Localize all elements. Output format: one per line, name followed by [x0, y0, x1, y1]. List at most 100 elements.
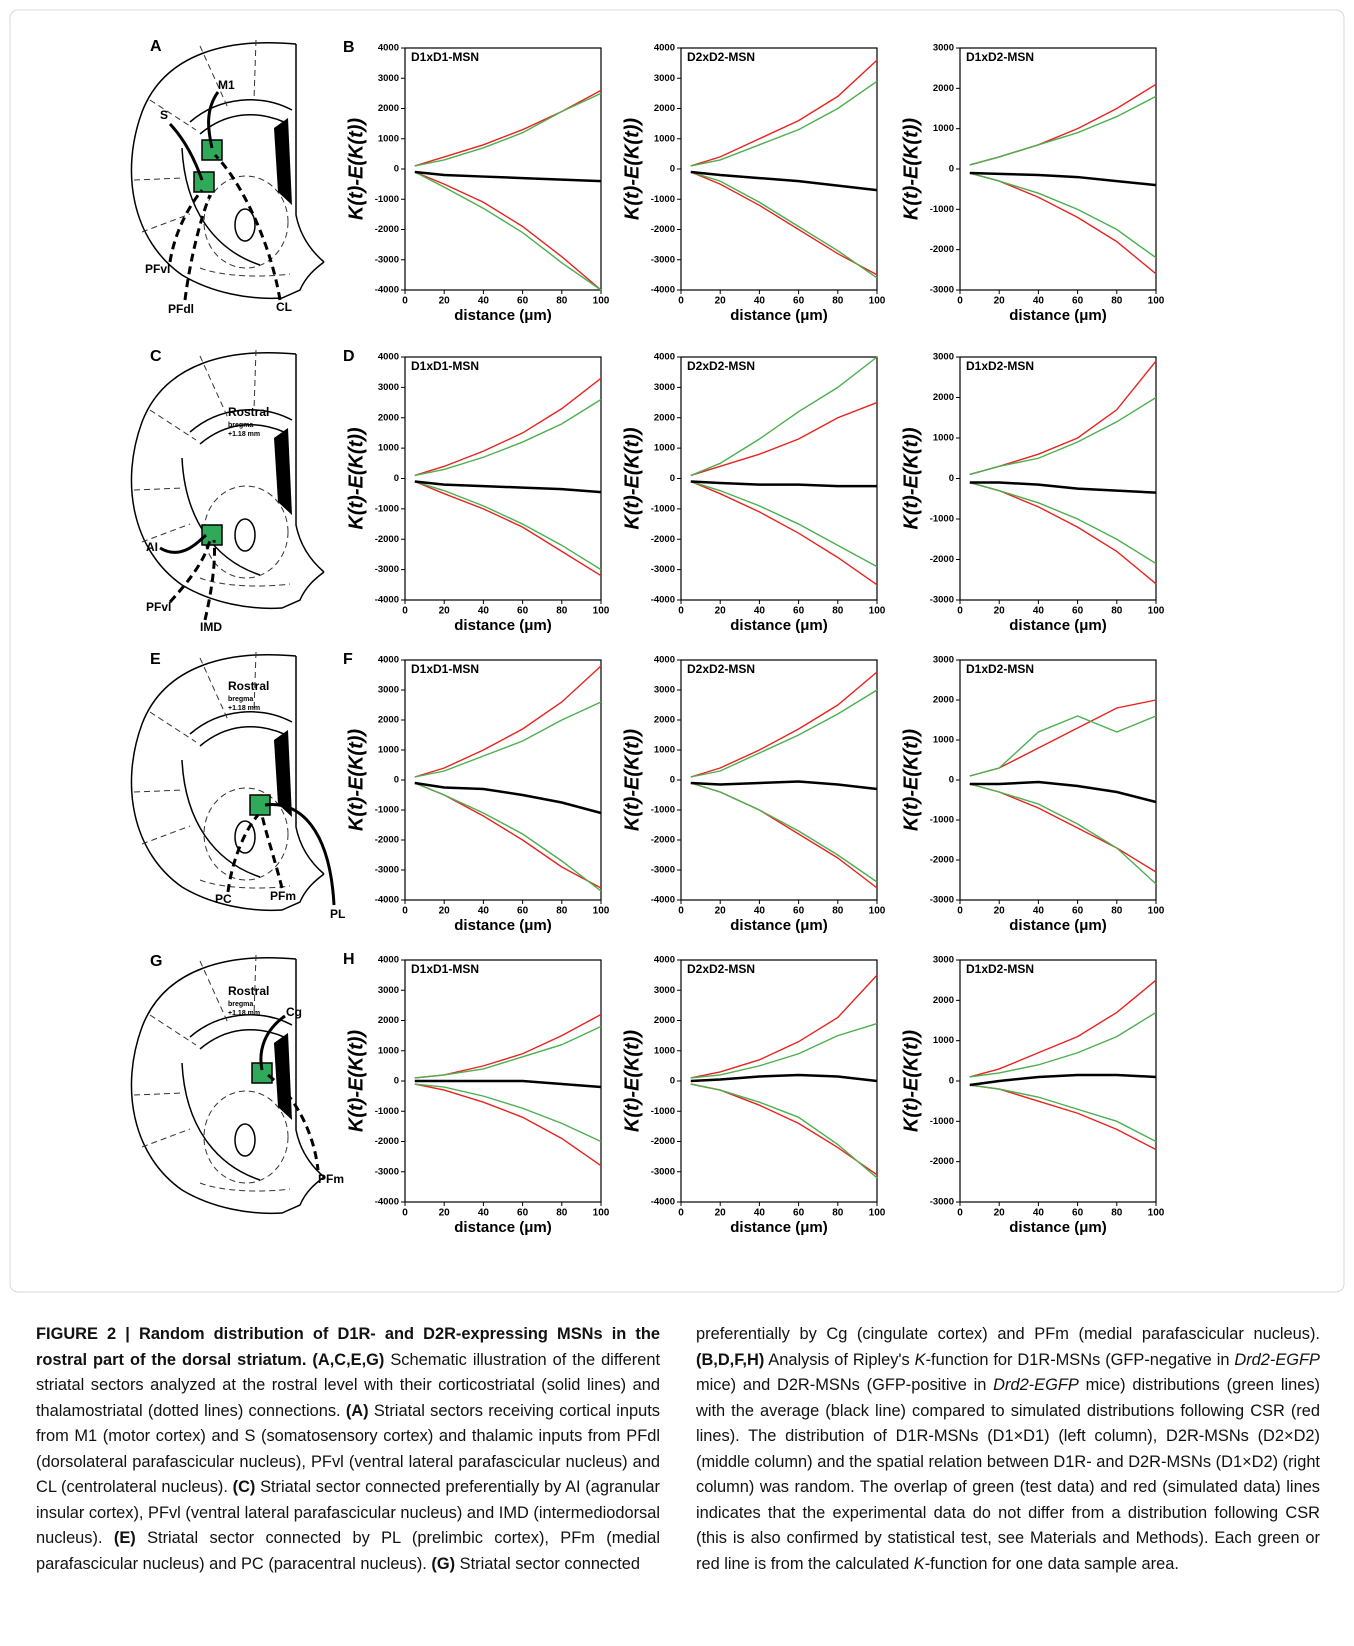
x-tick-label: 40: [754, 906, 766, 917]
x-axis-label: distance (μm): [454, 307, 552, 324]
caption-text: Striatal sector connected: [455, 1554, 641, 1573]
y-tick-label: -1000: [651, 194, 675, 205]
chart-title: D1xD1-MSN: [411, 359, 479, 373]
chart-title: D1xD1-MSN: [411, 662, 479, 676]
series-line: [414, 92, 602, 167]
y-tick-label: -1000: [375, 1106, 399, 1117]
series-line: [690, 480, 877, 488]
x-tick-label: 80: [556, 296, 568, 307]
y-tick-label: -1000: [375, 503, 399, 514]
y-tick-label: -4000: [375, 895, 399, 906]
x-tick-label: 20: [715, 296, 727, 307]
panel-label: E: [150, 651, 161, 668]
series-line: [414, 480, 602, 571]
series-line: [414, 665, 602, 778]
y-tick-label: -1000: [651, 1106, 675, 1117]
x-tick-label: 60: [793, 906, 805, 917]
region-label: bregma: [228, 422, 253, 429]
x-tick-label: 100: [1148, 606, 1165, 617]
x-tick-label: 100: [1148, 906, 1165, 917]
chart: -3000 -2000 -1000 0 1000 2000 3000 0 20 40 60 80 100…: [900, 955, 1164, 1236]
region-label: PFdl: [168, 302, 194, 316]
x-tick-label: 0: [957, 906, 963, 917]
x-tick-label: 60: [793, 296, 805, 307]
series-line: [690, 356, 878, 477]
y-tick-label: -1000: [930, 815, 954, 826]
caption-text: Schematic illustration of the different …: [36, 1350, 660, 1420]
y-tick-label: 3000: [933, 43, 954, 54]
x-tick-label: 60: [793, 1208, 805, 1219]
y-tick-label: 0: [394, 1076, 399, 1087]
series-line: [690, 1073, 878, 1083]
series-line: [969, 360, 1157, 476]
y-tick-label: 1000: [378, 1045, 399, 1056]
series-line: [414, 782, 602, 889]
y-tick-label: 1000: [933, 433, 954, 444]
y-tick-label: -2000: [375, 1136, 399, 1147]
y-tick-label: 1000: [654, 133, 675, 144]
y-tick-label: 2000: [378, 103, 399, 114]
chart-title: D2xD2-MSN: [687, 962, 755, 976]
caption-ref: (G): [431, 1554, 456, 1573]
chart: -4000 -3000 -2000 -1000 0 1000 2000 3000 4000 0 20…: [621, 43, 885, 324]
y-tick-label: -3000: [930, 595, 954, 606]
region-label: bregma: [228, 1001, 253, 1008]
region-label: Rostral: [228, 405, 269, 419]
y-axis-label: K(t)-E(K(t)): [345, 729, 367, 832]
y-tick-label: 4000: [378, 655, 399, 666]
y-tick-label: 2000: [933, 995, 954, 1006]
caption-ref: (B,D,F,H): [696, 1350, 765, 1369]
y-tick-label: 3000: [654, 382, 675, 393]
y-tick-label: -4000: [375, 285, 399, 296]
y-axis-label: K(t)-E(K(t)): [345, 1030, 367, 1133]
x-tick-label: 20: [994, 296, 1006, 307]
y-tick-label: 2000: [654, 1015, 675, 1026]
x-tick-label: 0: [957, 296, 963, 307]
caption-column: preferentially by Cg (cingulate cortex) …: [696, 1322, 1320, 1577]
sector: [193, 171, 215, 193]
x-tick-label: 60: [1072, 906, 1084, 917]
y-tick-label: -1000: [930, 204, 954, 215]
region-label: S: [160, 108, 168, 122]
region-label: Rostral: [228, 984, 269, 998]
x-tick-label: 40: [1033, 906, 1045, 917]
x-tick-label: 100: [869, 606, 886, 617]
y-tick-label: 1000: [933, 735, 954, 746]
projection: [159, 533, 208, 554]
y-tick-label: -4000: [651, 285, 675, 296]
series-line: [969, 780, 1157, 804]
region-label: Cg: [286, 1005, 302, 1019]
y-tick-label: 4000: [654, 655, 675, 666]
x-tick-label: 80: [556, 906, 568, 917]
x-tick-label: 60: [793, 606, 805, 617]
chart-title: D2xD2-MSN: [687, 50, 755, 64]
series-line: [414, 1025, 602, 1079]
region-label: PL: [330, 907, 345, 921]
series-line: [690, 480, 878, 568]
caption-ref: (C): [232, 1478, 256, 1496]
y-tick-label: -2000: [375, 534, 399, 545]
x-tick-label: 20: [439, 296, 451, 307]
series-line: [414, 1013, 602, 1079]
region-label: PC: [215, 892, 232, 906]
series-line: [690, 1083, 878, 1176]
y-tick-label: 0: [394, 775, 399, 786]
caption-italic: Drd2-EGFP: [1234, 1350, 1320, 1369]
caption-ref: (E): [113, 1529, 136, 1547]
panel-label: C: [150, 348, 162, 365]
x-tick-label: 0: [957, 606, 963, 617]
chart-title: D1xD2-MSN: [966, 962, 1034, 976]
region-label: AI: [146, 540, 158, 554]
y-axis-label: K(t)-E(K(t)): [621, 118, 643, 221]
x-tick-label: 60: [517, 296, 529, 307]
chart: -3000 -2000 -1000 0 1000 2000 3000 0 20 40 60 80 100…: [900, 352, 1164, 634]
x-tick-label: 40: [1033, 1208, 1045, 1219]
plot-frame: [404, 47, 602, 291]
x-tick-label: 0: [678, 1208, 684, 1219]
y-tick-label: -4000: [651, 1197, 675, 1208]
y-tick-label: -1000: [375, 194, 399, 205]
series-line: [414, 171, 602, 291]
x-tick-label: 40: [478, 296, 490, 307]
y-tick-label: -3000: [930, 285, 954, 296]
